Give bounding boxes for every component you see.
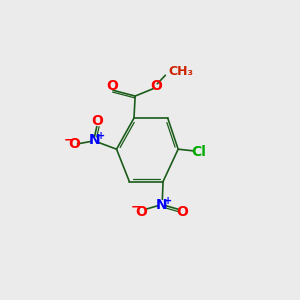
Text: −: − (130, 200, 141, 213)
Text: −: − (63, 134, 74, 146)
Text: N: N (156, 198, 168, 212)
Text: Cl: Cl (192, 145, 206, 158)
Text: O: O (68, 137, 80, 151)
Text: O: O (176, 205, 188, 219)
Text: +: + (97, 131, 105, 141)
Text: O: O (106, 79, 118, 93)
Text: O: O (150, 79, 162, 93)
Text: CH₃: CH₃ (168, 64, 194, 78)
Text: O: O (91, 114, 103, 128)
Text: +: + (164, 196, 172, 206)
Text: N: N (89, 133, 100, 147)
Text: O: O (136, 205, 148, 219)
